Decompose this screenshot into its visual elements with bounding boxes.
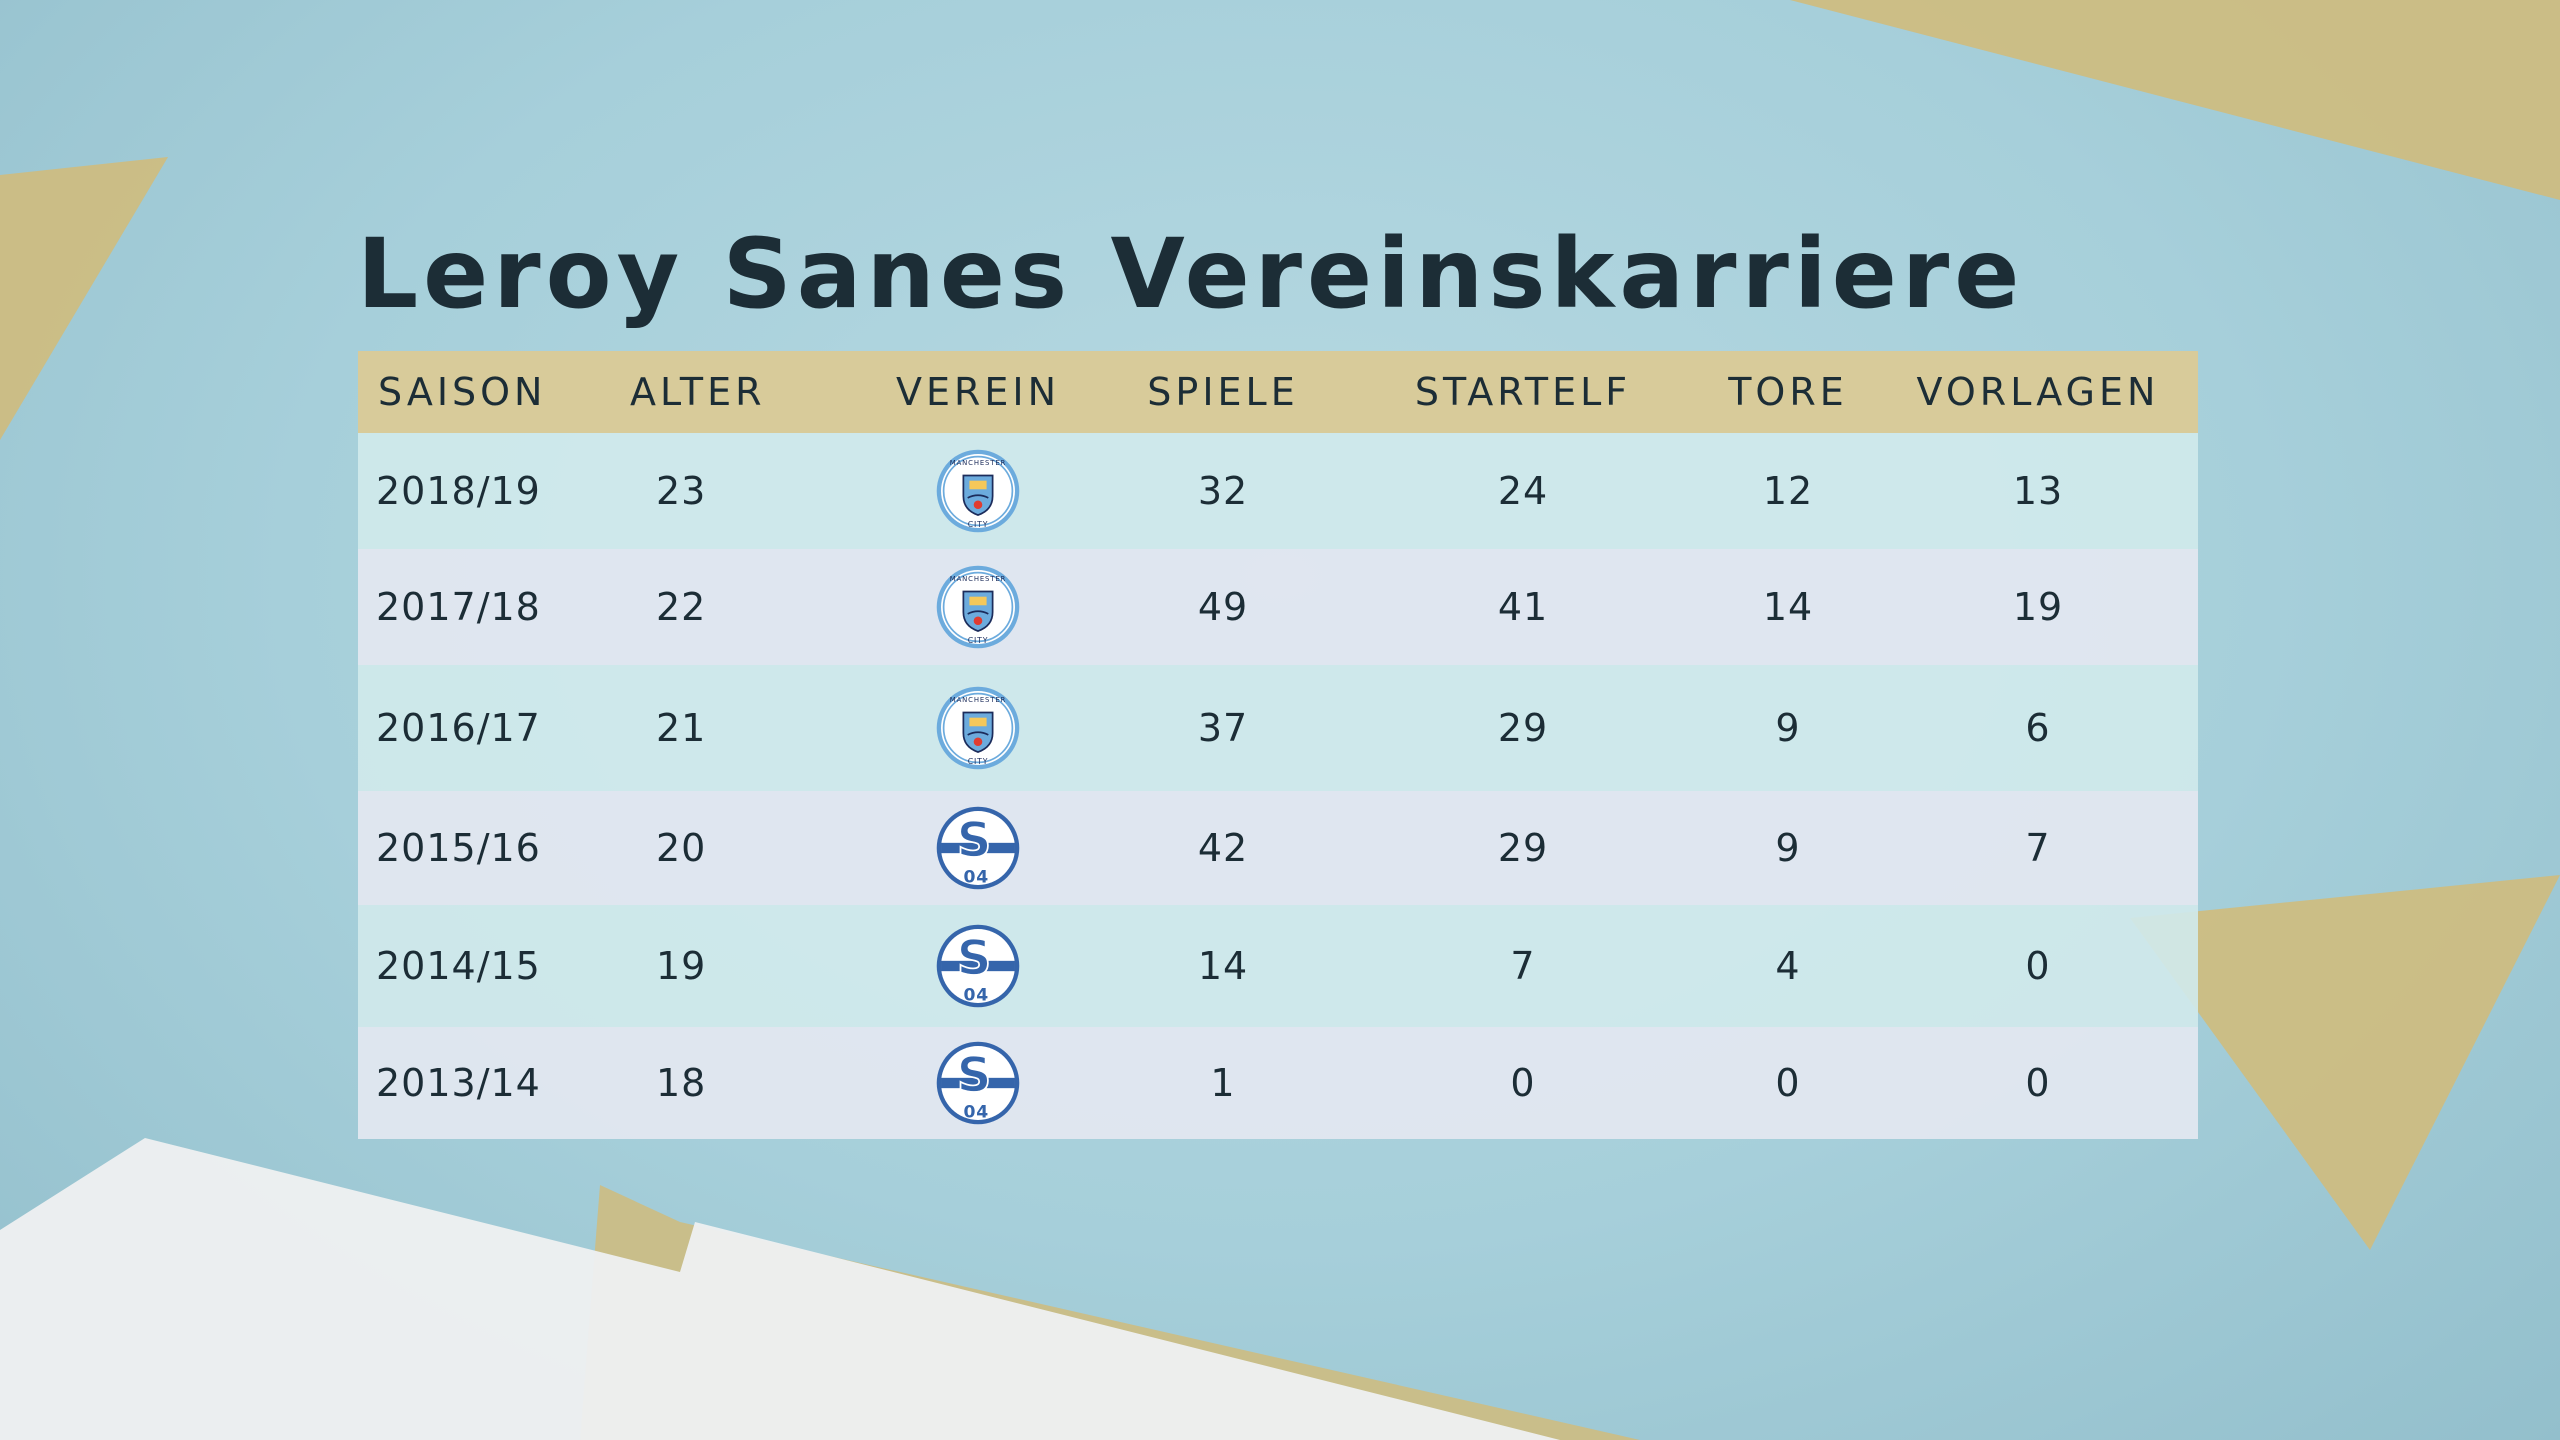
cell-alter: 22 bbox=[656, 585, 707, 629]
table-row: 2014/15 19 S 04 14 7 4 0 bbox=[358, 905, 2198, 1027]
cell-spiele: 32 bbox=[1197, 469, 1249, 513]
cell-startelf: 24 bbox=[1497, 469, 1549, 513]
svg-text:S: S bbox=[957, 931, 993, 987]
table-row: 2015/16 20 S 04 42 29 9 7 bbox=[358, 791, 2198, 905]
cell-alter: 18 bbox=[656, 1061, 707, 1105]
table-row: 2017/18 22 MANCHESTER CITY 49 41 14 19 bbox=[358, 549, 2198, 665]
column-header-spiele: SPIELE bbox=[1147, 370, 1299, 414]
column-header-tore: TORE bbox=[1728, 370, 1848, 414]
svg-text:CITY: CITY bbox=[968, 636, 989, 645]
career-table: SAISON ALTER VEREIN SPIELE STARTELF TORE… bbox=[358, 351, 2198, 1139]
cell-startelf: 41 bbox=[1497, 585, 1549, 629]
column-header-alter: ALTER bbox=[630, 370, 766, 414]
cell-verein: MANCHESTER CITY bbox=[858, 685, 1098, 771]
schalke-04-logo: S 04 bbox=[935, 1040, 1021, 1126]
cell-alter: 20 bbox=[656, 826, 707, 870]
cell-vorlagen: 0 bbox=[2025, 944, 2051, 988]
svg-text:CITY: CITY bbox=[968, 757, 989, 766]
schalke-04-logo: S 04 bbox=[935, 805, 1021, 891]
cell-spiele: 1 bbox=[1210, 1061, 1236, 1105]
gold-triangle-right bbox=[2130, 875, 2560, 1250]
cell-verein: S 04 bbox=[858, 923, 1098, 1009]
table-row: 2018/19 23 MANCHESTER CITY 32 24 12 13 bbox=[358, 433, 2198, 549]
cell-saison: 2017/18 bbox=[376, 585, 541, 629]
svg-text:04: 04 bbox=[963, 867, 989, 887]
cell-alter: 23 bbox=[656, 469, 707, 513]
cell-verein: MANCHESTER CITY bbox=[858, 448, 1098, 534]
cell-verein: S 04 bbox=[858, 805, 1098, 891]
cell-alter: 19 bbox=[656, 944, 707, 988]
cell-saison: 2018/19 bbox=[376, 469, 541, 513]
svg-text:CITY: CITY bbox=[968, 520, 989, 529]
manchester-city-logo: MANCHESTER CITY bbox=[935, 685, 1021, 771]
cell-startelf: 0 bbox=[1510, 1061, 1536, 1105]
column-header-saison: SAISON bbox=[378, 370, 547, 414]
cell-vorlagen: 6 bbox=[2025, 706, 2051, 750]
manchester-city-logo: MANCHESTER CITY bbox=[935, 564, 1021, 650]
cell-tore: 14 bbox=[1762, 585, 1814, 629]
cell-startelf: 29 bbox=[1497, 706, 1549, 750]
cell-saison: 2014/15 bbox=[376, 944, 541, 988]
cell-vorlagen: 19 bbox=[2012, 585, 2064, 629]
svg-text:MANCHESTER: MANCHESTER bbox=[950, 696, 1006, 704]
column-header-startelf: STARTELF bbox=[1414, 370, 1632, 414]
cell-vorlagen: 7 bbox=[2025, 826, 2051, 870]
cell-spiele: 37 bbox=[1197, 706, 1249, 750]
page-title: Leroy Sanes Vereinskarriere bbox=[357, 218, 2025, 330]
cell-tore: 4 bbox=[1775, 944, 1801, 988]
table-row: 2013/14 18 S 04 1 0 0 0 bbox=[358, 1027, 2198, 1139]
cell-tore: 0 bbox=[1775, 1061, 1801, 1105]
cell-spiele: 42 bbox=[1197, 826, 1249, 870]
schalke-04-logo: S 04 bbox=[935, 923, 1021, 1009]
svg-text:S: S bbox=[957, 1048, 993, 1104]
table-body: 2018/19 23 MANCHESTER CITY 32 24 12 13 2017/18 22… bbox=[358, 433, 2198, 1139]
table-header: SAISON ALTER VEREIN SPIELE STARTELF TORE… bbox=[358, 351, 2198, 433]
column-header-vorlagen: VORLAGEN bbox=[1916, 370, 2160, 414]
cell-vorlagen: 0 bbox=[2025, 1061, 2051, 1105]
cell-spiele: 14 bbox=[1197, 944, 1249, 988]
table-row: 2016/17 21 MANCHESTER CITY 37 29 9 6 bbox=[358, 665, 2198, 791]
svg-text:MANCHESTER: MANCHESTER bbox=[950, 575, 1006, 583]
cell-startelf: 7 bbox=[1510, 944, 1536, 988]
svg-text:S: S bbox=[957, 813, 993, 869]
svg-text:04: 04 bbox=[963, 985, 989, 1005]
cell-verein: MANCHESTER CITY bbox=[858, 564, 1098, 650]
svg-text:04: 04 bbox=[963, 1102, 989, 1122]
cell-spiele: 49 bbox=[1197, 585, 1249, 629]
cell-tore: 12 bbox=[1762, 469, 1814, 513]
manchester-city-logo: MANCHESTER CITY bbox=[935, 448, 1021, 534]
cell-saison: 2016/17 bbox=[376, 706, 541, 750]
cell-saison: 2013/14 bbox=[376, 1061, 541, 1105]
cell-alter: 21 bbox=[656, 706, 707, 750]
column-header-verein: VEREIN bbox=[895, 370, 1061, 414]
cell-tore: 9 bbox=[1775, 706, 1801, 750]
cell-tore: 9 bbox=[1775, 826, 1801, 870]
white-shape-bottom bbox=[0, 1138, 1560, 1440]
cell-vorlagen: 13 bbox=[2012, 469, 2064, 513]
cell-verein: S 04 bbox=[858, 1040, 1098, 1126]
cell-saison: 2015/16 bbox=[376, 826, 541, 870]
cell-startelf: 29 bbox=[1497, 826, 1549, 870]
svg-text:MANCHESTER: MANCHESTER bbox=[950, 459, 1006, 467]
gold-triangle-left bbox=[0, 157, 168, 440]
gold-triangle-top-right bbox=[1790, 0, 2560, 200]
